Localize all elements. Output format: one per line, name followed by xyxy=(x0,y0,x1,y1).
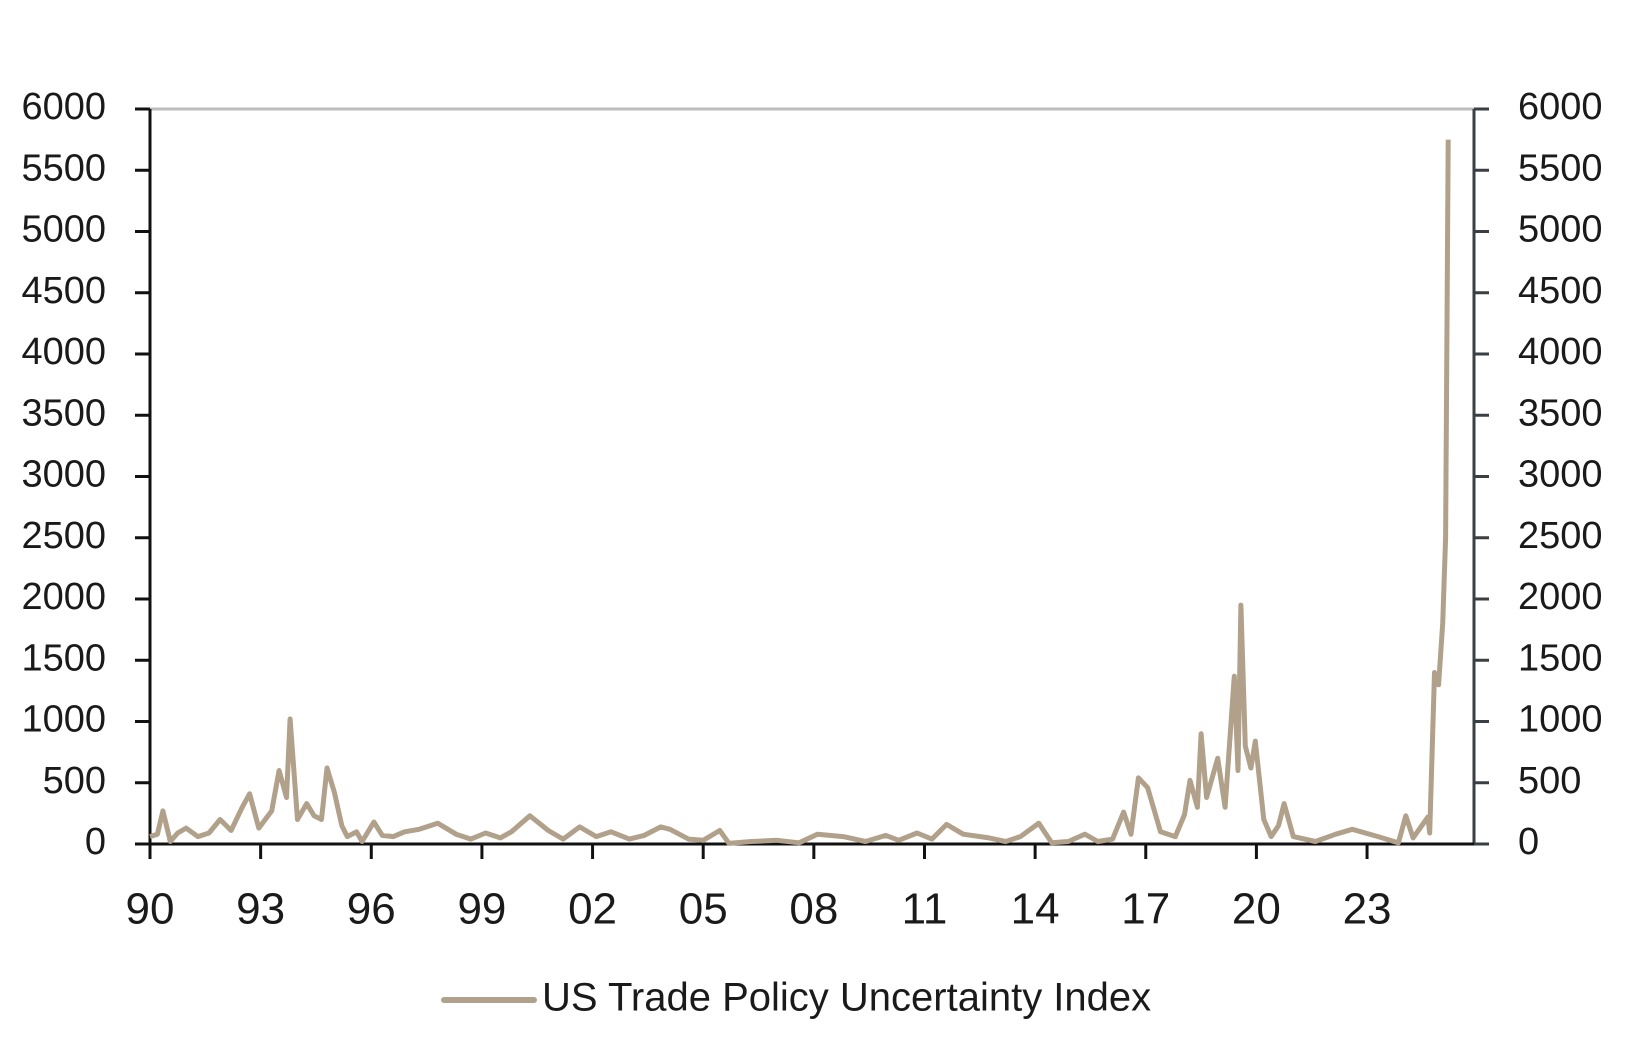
data-line xyxy=(149,139,1451,846)
y2-tick-label: 0 xyxy=(1518,821,1539,863)
y2-tick-label: 4000 xyxy=(1518,331,1603,373)
y-tick-label: 1000 xyxy=(21,699,106,741)
x-tick-label: 17 xyxy=(1121,885,1170,934)
x-tick-label: 05 xyxy=(679,885,728,934)
y2-tick-label: 2000 xyxy=(1518,576,1603,618)
y-tick-label: 5500 xyxy=(21,147,106,189)
y2-tick-label: 500 xyxy=(1518,760,1581,802)
x-tick-label: 14 xyxy=(1011,885,1060,934)
y2-tick-label: 3500 xyxy=(1518,392,1603,434)
x-tick-label: 23 xyxy=(1343,885,1392,934)
y2-tick-label: 2500 xyxy=(1518,515,1603,557)
y2-tick-label: 1500 xyxy=(1518,637,1603,679)
y-tick-label: 4000 xyxy=(21,331,106,373)
legend-label: US Trade Policy Uncertainty Index xyxy=(542,976,1151,1020)
x-tick-label: 11 xyxy=(902,885,948,934)
y-tick-label: 6000 xyxy=(21,86,106,128)
y-tick-label: 0 xyxy=(85,821,106,863)
y-tick-label: 2000 xyxy=(21,576,106,618)
x-tick-label: 96 xyxy=(347,885,396,934)
x-tick-label: 93 xyxy=(236,885,285,934)
y-tick-label: 3000 xyxy=(21,454,106,496)
x-tick-label: 02 xyxy=(568,885,617,934)
x-tick-label: 20 xyxy=(1232,885,1281,934)
y-tick-label: 4500 xyxy=(21,270,106,312)
y2-tick-label: 1000 xyxy=(1518,699,1603,741)
y2-tick-label: 4500 xyxy=(1518,270,1603,312)
x-tick-label: 08 xyxy=(789,885,838,934)
y-tick-label: 5000 xyxy=(21,209,106,251)
y-tick-label: 500 xyxy=(43,760,106,802)
x-tick-label: 90 xyxy=(126,885,175,934)
y2-tick-label: 5500 xyxy=(1518,147,1603,189)
x-tick-label: 99 xyxy=(457,885,506,934)
y-tick-label: 2500 xyxy=(21,515,106,557)
y2-tick-label: 5000 xyxy=(1518,209,1603,251)
y2-tick-label: 6000 xyxy=(1518,86,1603,128)
y-tick-label: 1500 xyxy=(21,637,106,679)
y-tick-label: 3500 xyxy=(21,392,106,434)
y2-tick-label: 3000 xyxy=(1518,454,1603,496)
